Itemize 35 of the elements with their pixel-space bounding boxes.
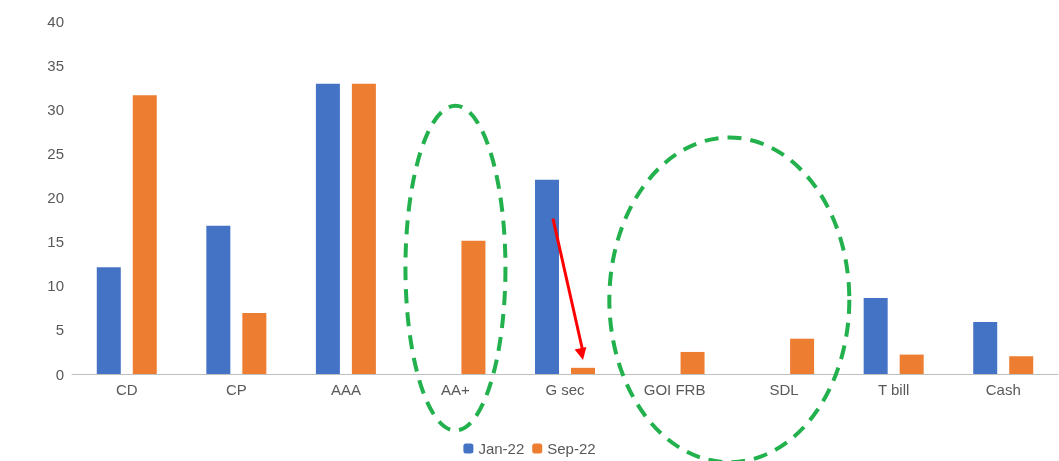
x-tick-label: CP [225,381,247,398]
x-tick-label: AA+ [441,381,471,398]
bar [132,95,157,374]
x-tick-label: G sec [545,381,586,398]
bar [680,351,705,374]
bar [96,267,121,374]
legend-label: Jan-22 [478,440,525,457]
y-tick-label: 0 [55,365,64,383]
bar [790,338,815,374]
bar [461,240,486,374]
x-tick-label: CD [115,381,138,398]
bar [571,367,595,374]
y-tick-label: 40 [47,12,64,30]
x-tick-label: GOI FRB [643,381,706,398]
x-tick-label: AAA [330,381,361,398]
y-tick-label: 5 [55,321,64,339]
y-tick-label: 30 [47,100,64,118]
bar [315,83,340,374]
bar [973,321,998,374]
y-tick-label: 10 [47,277,64,295]
x-tick-label: T bill [877,381,910,398]
y-tick-label: 35 [47,56,64,74]
bar [899,354,924,374]
bar [206,225,231,374]
bar [535,179,559,374]
x-tick-label: Cash [985,381,1021,398]
y-tick-label: 20 [47,189,64,206]
bar [1009,356,1034,374]
x-tick-label: SDL [769,381,799,398]
bar [351,83,376,374]
y-tick-label: 25 [47,144,64,162]
bar [863,298,888,374]
legend-label: Sep-22 [547,440,596,457]
bar [242,313,267,374]
y-tick-label: 15 [47,233,64,251]
